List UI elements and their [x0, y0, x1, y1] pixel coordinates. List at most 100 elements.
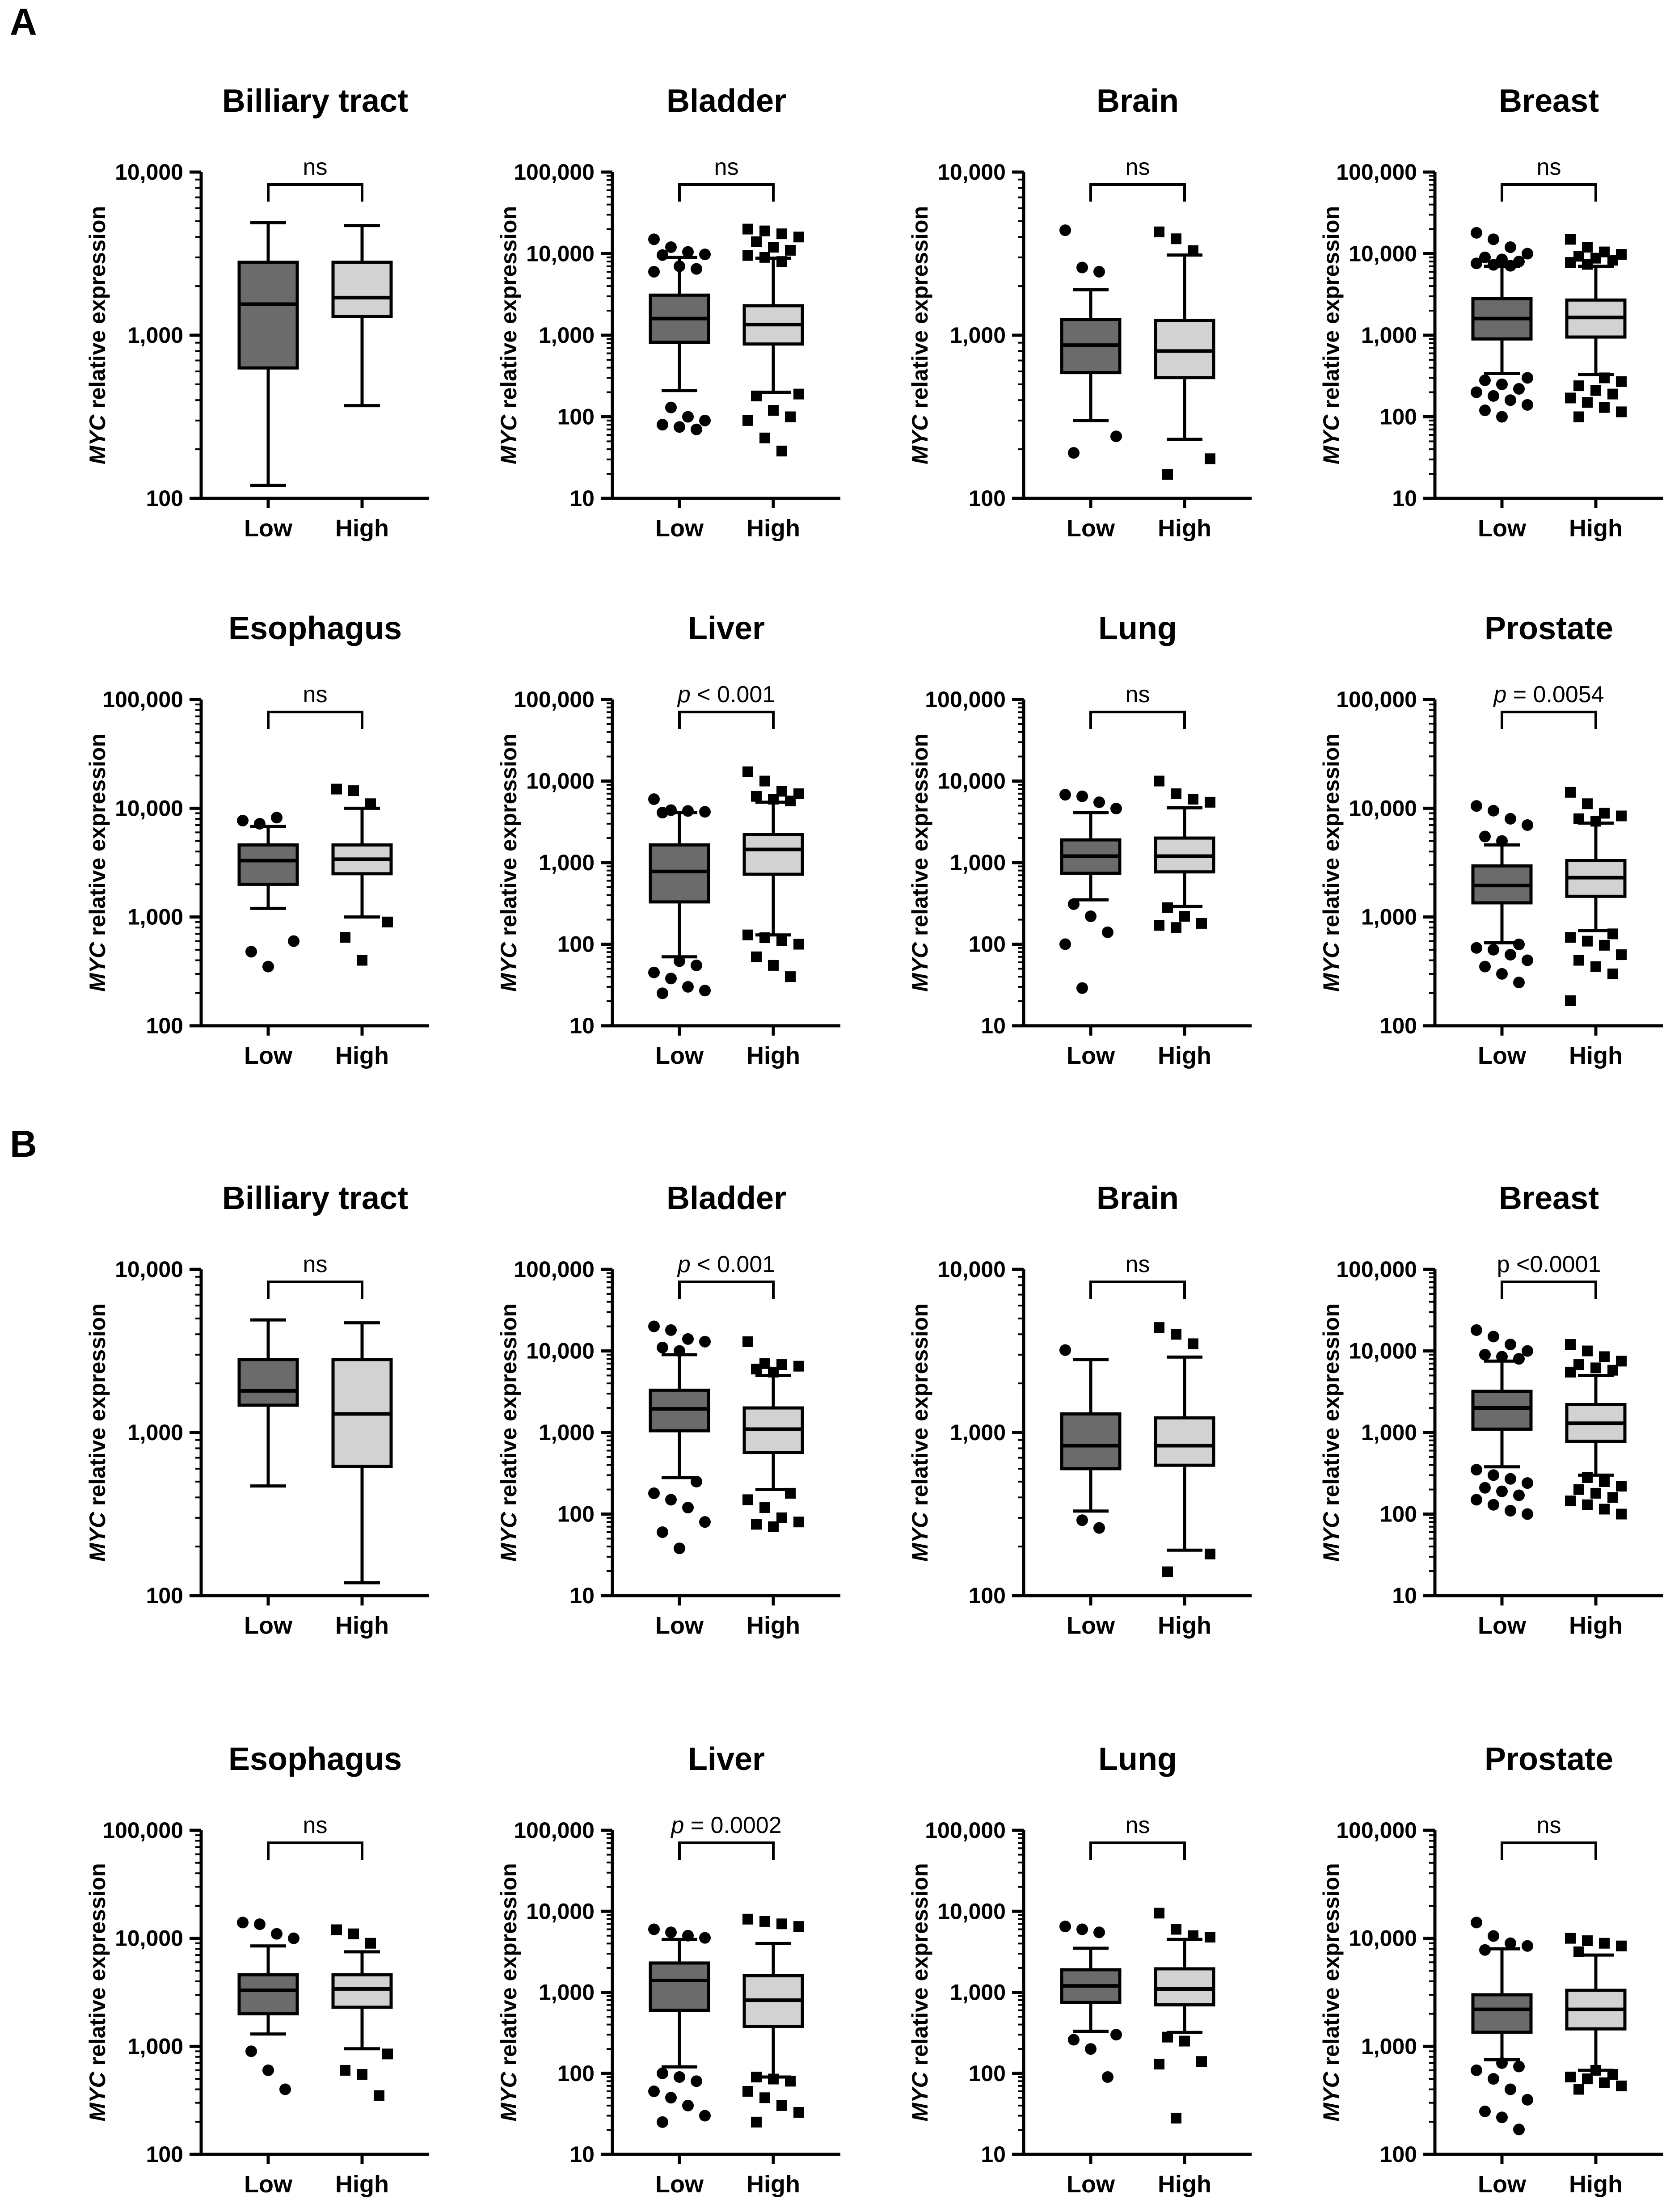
chart-title: Bladder	[666, 1180, 786, 1216]
chart-title: Lung	[1098, 611, 1177, 646]
y-axis-label: MYC relative expression	[85, 1863, 110, 2121]
outlier-point	[1565, 2071, 1576, 2082]
outlier-point	[776, 228, 787, 240]
box-high	[1154, 1908, 1215, 2124]
significance-value: ns	[714, 154, 739, 180]
x-tick-label-low: Low	[655, 1612, 704, 1639]
y-tick-label: 100	[557, 932, 595, 957]
outlier-point	[1179, 2035, 1190, 2047]
outlier-point	[1505, 394, 1516, 406]
chart-b-breast: Breast 10 100 1,000 10,000 100,000 MYC relativ…	[1319, 1180, 1663, 1639]
y-axis-label: MYC relative expression	[907, 206, 932, 464]
outlier-point	[1102, 2071, 1113, 2083]
significance-label: ns	[714, 154, 739, 180]
y-tick-label: 10,000	[1349, 241, 1417, 266]
outlier-point	[1522, 1345, 1533, 1357]
chart-b-esophagus: Esophagus 100 1,000 10,000 100,000 MYC relati…	[85, 1741, 429, 2198]
significance-label: ns	[303, 154, 328, 180]
x-tick-label-high: High	[1569, 515, 1623, 542]
outlier-point	[1154, 920, 1164, 931]
y-axis-label-text: relative expression	[907, 733, 932, 942]
outlier-point	[382, 2048, 393, 2060]
y-tick-label: 10,000	[1349, 1926, 1417, 1951]
significance-value: < 0.001	[691, 682, 775, 708]
x-tick-label-high: High	[1569, 2171, 1623, 2198]
y-tick-label: 1,000	[539, 323, 595, 348]
iqr-box	[1154, 1416, 1215, 1467]
chart-a-breast: Breast 10 100 1,000 10,000 100,000 MYC relativ…	[1319, 83, 1663, 542]
outlier-point	[1471, 942, 1482, 954]
outlier-point	[1093, 265, 1105, 278]
outlier-point	[751, 1363, 762, 1374]
outlier-point	[1188, 793, 1198, 805]
y-tick-label: 1,000	[539, 850, 595, 875]
outlier-point	[1565, 787, 1576, 798]
outlier-point	[1599, 1476, 1610, 1487]
outlier-point	[1573, 1484, 1584, 1495]
outlier-point	[657, 987, 668, 999]
outlier-point	[751, 951, 762, 962]
outlier-point	[793, 388, 804, 400]
outlier-point	[1479, 1944, 1491, 1956]
outlier-point	[657, 2116, 668, 2128]
outlier-point	[1616, 949, 1627, 961]
chart-a-bladder: Bladder 10 100 1,000 10,000 100,000 MYC relati…	[496, 83, 840, 542]
y-tick-label: 100	[557, 404, 595, 430]
outlier-point	[1599, 1504, 1610, 1515]
outlier-point	[793, 1517, 804, 1528]
significance-value: < 0.001	[691, 1251, 775, 1277]
outlier-point	[1171, 1924, 1181, 1935]
outlier-point	[237, 814, 249, 826]
outlier-point	[1505, 1504, 1516, 1517]
box-low	[1059, 789, 1122, 994]
significance-bracket	[1089, 711, 1186, 729]
outlier-point	[785, 971, 796, 982]
outlier-point	[1616, 1481, 1627, 1492]
outlier-point	[751, 236, 762, 247]
x-tick-label-high: High	[1569, 1042, 1623, 1069]
box-low	[1471, 227, 1533, 423]
outlier-point	[674, 1345, 685, 1357]
iqr-box	[237, 261, 299, 370]
y-tick-label: 10,000	[115, 1257, 183, 1282]
significance-bracket	[1501, 1281, 1597, 1299]
y-axis-label-text: relative expression	[85, 1303, 110, 1512]
y-axis-label: MYC relative expression	[85, 733, 110, 992]
outlier-point	[348, 785, 359, 796]
outlier-point	[682, 805, 694, 817]
outlier-point	[262, 2064, 274, 2076]
outlier-point	[340, 2065, 350, 2076]
outlier-point	[1110, 2029, 1122, 2041]
y-tick-label: 10,000	[526, 1339, 595, 1364]
outlier-point	[1582, 397, 1593, 408]
outlier-point	[665, 401, 677, 413]
box-low	[1059, 224, 1122, 459]
outlier-point	[1068, 898, 1080, 910]
outlier-point	[776, 935, 787, 946]
y-axis-label: MYC relative expression	[907, 1303, 932, 1562]
y-tick-label: 10,000	[526, 769, 595, 794]
outlier-point	[1496, 2057, 1508, 2069]
y-tick-label: 100	[146, 1583, 183, 1608]
outlier-point	[254, 1918, 266, 1930]
outlier-point	[691, 263, 702, 275]
iqr-box	[649, 1961, 710, 2012]
outlier-point	[288, 935, 299, 947]
outlier-point	[682, 1502, 694, 1514]
outlier-point	[1565, 932, 1576, 943]
outlier-point	[1513, 938, 1525, 950]
y-tick-label: 100	[1380, 1502, 1417, 1527]
y-axis-label: MYC relative expression	[1319, 1863, 1344, 2121]
y-tick-label: 100	[969, 1583, 1006, 1608]
outlier-point	[657, 419, 668, 431]
y-tick-label: 1,000	[127, 905, 183, 930]
outlier-point	[1513, 383, 1525, 395]
chart-a-lung: Lung 10 100 1,000 10,000 100,000 MYC relative …	[907, 611, 1252, 1069]
outlier-point	[759, 1502, 770, 1513]
x-tick-label-low: Low	[244, 515, 293, 542]
y-tick-label: 10	[1392, 1583, 1417, 1608]
outlier-point	[271, 812, 283, 824]
outlier-point	[1171, 2112, 1181, 2124]
outlier-point	[245, 2045, 257, 2057]
